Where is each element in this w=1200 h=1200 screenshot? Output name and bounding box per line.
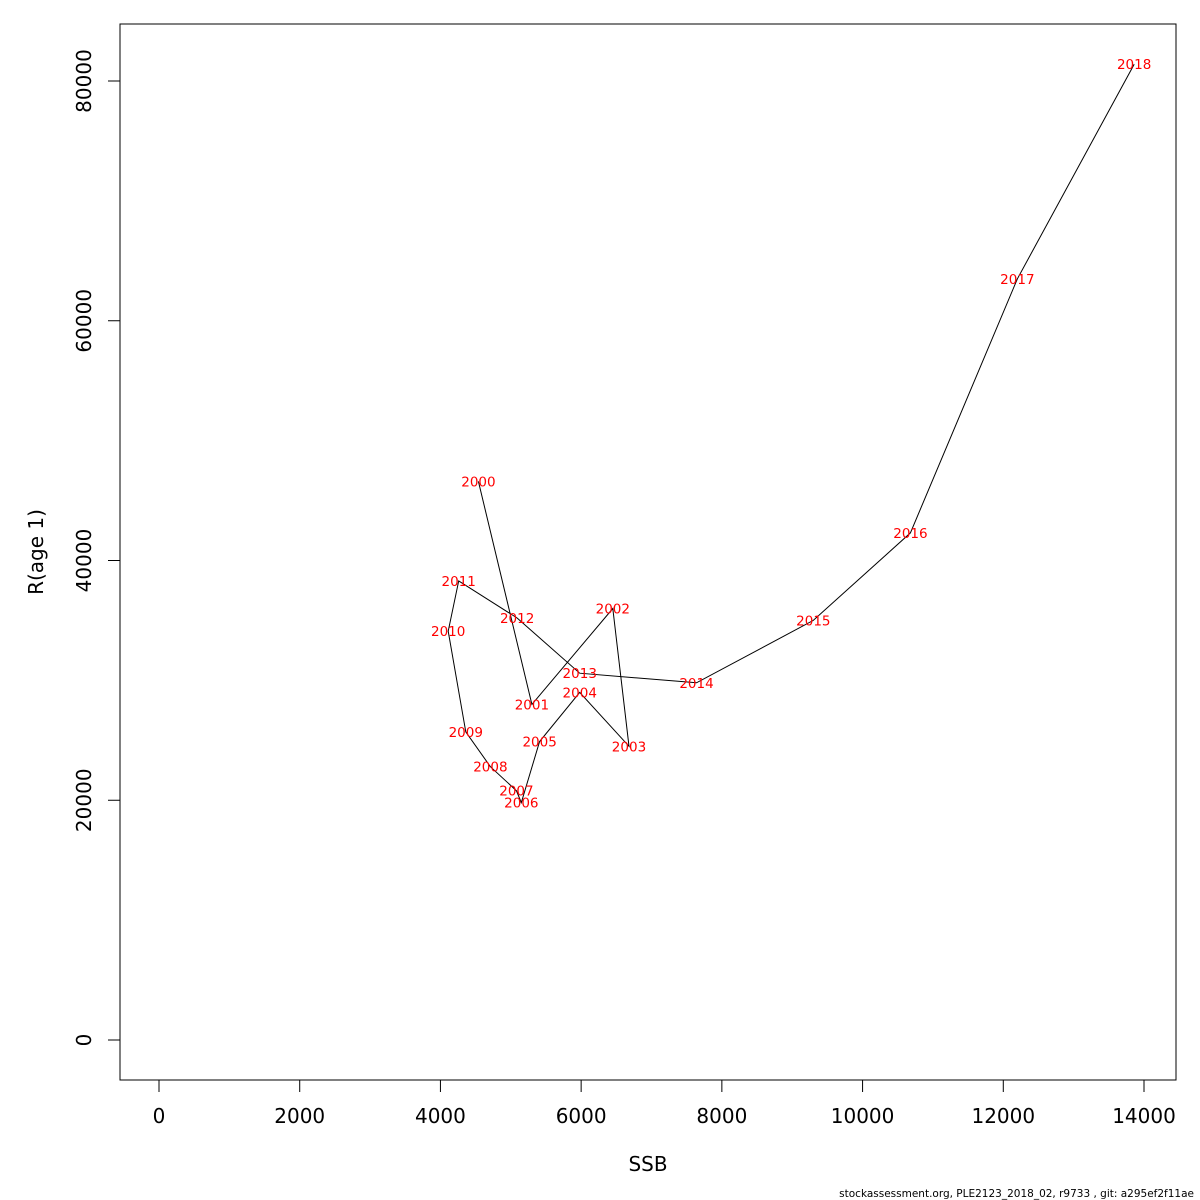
x-tick-label: 12000 <box>971 1104 1035 1128</box>
point-label-2013: 2013 <box>563 666 597 682</box>
point-label-2016: 2016 <box>893 526 927 542</box>
point-label-2017: 2017 <box>1000 272 1034 288</box>
point-label-2010: 2010 <box>431 624 465 640</box>
x-axis-title: SSB <box>628 1152 667 1176</box>
point-label-2014: 2014 <box>679 676 713 692</box>
x-tick-label: 0 <box>153 1104 166 1128</box>
plot-frame <box>119 23 1177 1081</box>
point-label-2004: 2004 <box>563 685 597 701</box>
point-label-2003: 2003 <box>612 739 646 755</box>
y-tick-label: 80000 <box>72 49 96 113</box>
point-label-2001: 2001 <box>515 697 549 713</box>
x-tick-label: 10000 <box>831 1104 895 1128</box>
y-tick-label: 0 <box>72 1034 96 1047</box>
y-tick-label: 40000 <box>72 529 96 593</box>
x-tick-label: 14000 <box>1112 1104 1176 1128</box>
y-tick-label: 20000 <box>72 768 96 832</box>
point-label-2009: 2009 <box>449 725 483 741</box>
point-label-2018: 2018 <box>1117 57 1151 73</box>
x-tick-label: 6000 <box>556 1104 607 1128</box>
y-axis: 0 20000 40000 60000 80000 <box>72 49 121 1047</box>
series-line <box>447 63 1135 805</box>
point-label-2006: 2006 <box>504 796 538 812</box>
point-label-2002: 2002 <box>596 601 630 617</box>
point-label-2011: 2011 <box>442 574 476 590</box>
point-label-2007: 2007 <box>499 784 533 800</box>
point-label-2012: 2012 <box>500 611 534 627</box>
x-tick-label: 8000 <box>696 1104 747 1128</box>
point-label-2000: 2000 <box>461 474 495 490</box>
x-tick-label: 2000 <box>274 1104 325 1128</box>
y-tick-label: 60000 <box>72 289 96 353</box>
point-label-2008: 2008 <box>473 760 507 776</box>
y-axis-title: R(age 1) <box>24 509 48 595</box>
footer-text: stockassessment.org, PLE2123_2018_02, r9… <box>839 1188 1194 1200</box>
point-label-2015: 2015 <box>796 613 830 629</box>
point-label-2005: 2005 <box>522 735 556 751</box>
x-tick-label: 4000 <box>415 1104 466 1128</box>
x-axis: 0 2000 4000 6000 8000 10000 12000 14000 <box>153 1079 1176 1128</box>
